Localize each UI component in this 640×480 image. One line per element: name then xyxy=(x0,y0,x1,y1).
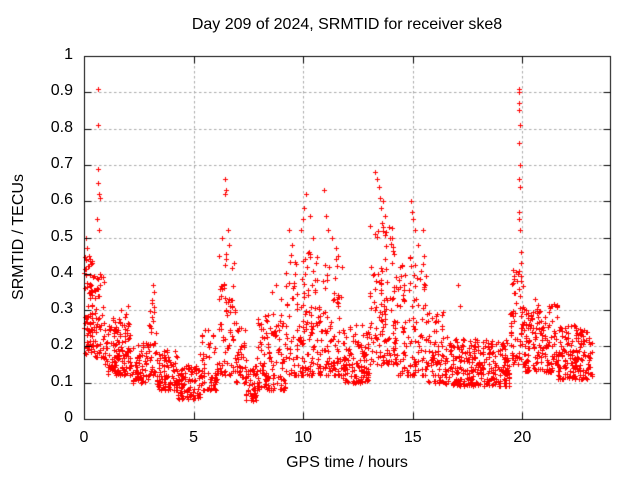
y-tick-label: 0.3 xyxy=(50,300,73,318)
x-tick-label: 15 xyxy=(403,429,422,446)
y-tick-label: 0.2 xyxy=(50,336,73,354)
y-tick-label: 1 xyxy=(64,46,73,63)
x-tick-label: 20 xyxy=(513,429,532,446)
y-tick-label: 0.1 xyxy=(50,372,73,390)
y-tick-label: 0.8 xyxy=(50,118,73,136)
chart-title: Day 209 of 2024, SRMTID for receiver ske… xyxy=(191,16,503,33)
x-tick-label: 0 xyxy=(79,429,89,446)
y-tick-label: 0.9 xyxy=(50,82,73,100)
x-tick-label: 10 xyxy=(294,429,313,446)
x-tick-label: 5 xyxy=(189,429,199,446)
y-tick-label: 0.5 xyxy=(50,227,73,245)
x-axis-label: GPS time / hours xyxy=(286,454,408,471)
y-tick-label: 0.6 xyxy=(50,191,73,209)
y-tick-label: 0 xyxy=(64,409,73,426)
y-tick-label: 0.7 xyxy=(50,154,73,172)
y-tick-label: 0.4 xyxy=(50,263,73,281)
